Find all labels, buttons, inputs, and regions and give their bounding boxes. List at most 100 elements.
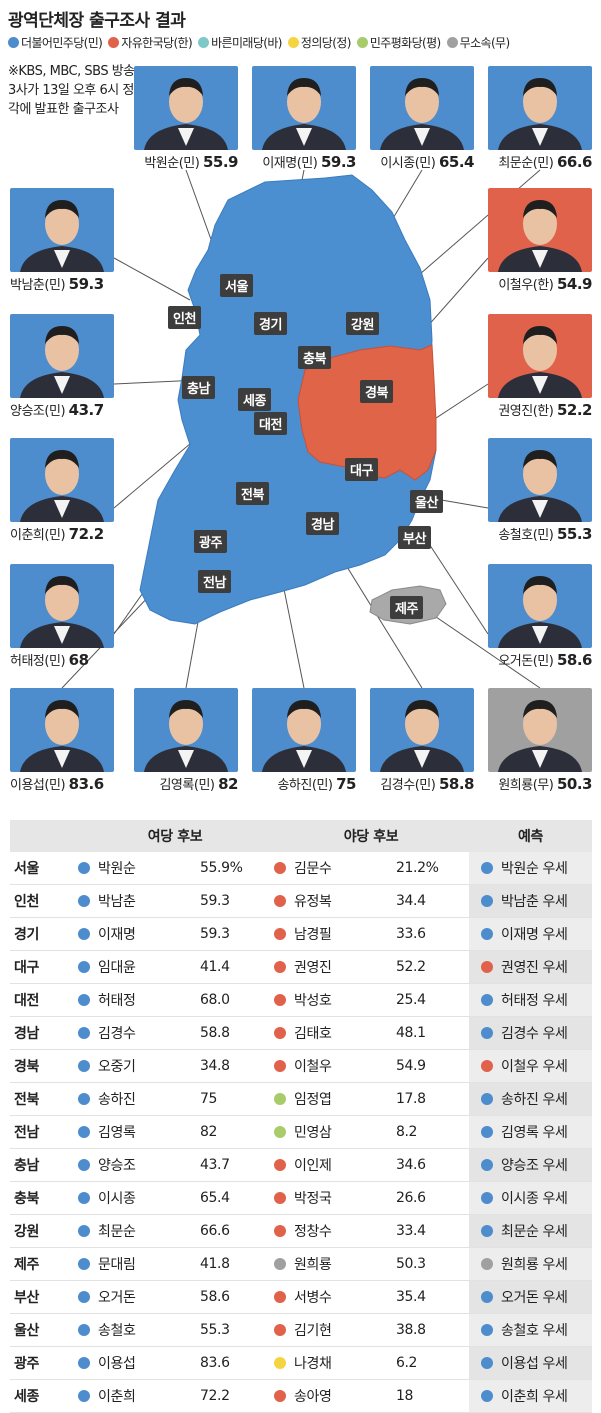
ruling-percent: 72.2 <box>200 1388 230 1404</box>
row-region: 광주 <box>14 1356 39 1372</box>
legend-swatch <box>108 37 120 48</box>
winner-card: 이철우(한) 54.9 <box>488 188 593 293</box>
region-label: 제주 <box>390 596 423 619</box>
candidate-name: 이시종 <box>380 156 415 171</box>
portrait-icon <box>20 700 104 772</box>
ruling-candidate: 임대윤 <box>98 960 136 976</box>
party-marker <box>481 994 493 1006</box>
candidate-photo <box>488 688 592 772</box>
party-marker <box>274 1192 286 1204</box>
candidate-percent: 55.9 <box>202 153 239 171</box>
row-region: 강원 <box>14 1224 39 1240</box>
legend-label: 바른미래당(바) <box>211 36 282 50</box>
legend-swatch <box>8 37 19 48</box>
party-marker <box>481 928 493 940</box>
party-marker <box>78 1225 90 1237</box>
party-marker <box>78 1390 90 1402</box>
candidate-name: 오거돈 <box>498 654 533 669</box>
ruling-candidate: 박남춘 <box>98 894 136 910</box>
prediction: 이재명 우세 <box>501 927 568 943</box>
opposition-percent: 17.8 <box>396 1091 426 1107</box>
row-region: 경남 <box>14 1026 39 1042</box>
candidate-party: 민 <box>48 404 61 419</box>
winner-card: 이시종(민) 65.4 <box>370 66 475 171</box>
region-label: 부산 <box>398 526 431 549</box>
table-row: 충남 양승조 43.7 이인제 34.6 양승조 우세 <box>10 1148 592 1182</box>
opposition-candidate: 서병수 <box>294 1290 332 1306</box>
portrait-icon <box>498 200 582 272</box>
party-marker <box>481 961 493 973</box>
party-marker <box>78 1192 90 1204</box>
portrait-icon <box>498 326 582 398</box>
prediction: 박남춘 우세 <box>501 894 568 910</box>
mainland-blue <box>139 174 437 625</box>
opposition-candidate: 박성호 <box>294 993 332 1009</box>
row-region: 울산 <box>14 1323 39 1339</box>
candidate-caption: 권영진(한) 52.2 <box>498 401 593 419</box>
opposition-percent: 18 <box>396 1388 414 1404</box>
opposition-percent: 54.9 <box>396 1058 426 1074</box>
winner-card: 권영진(한) 52.2 <box>488 314 593 419</box>
opposition-percent: 8.2 <box>396 1124 418 1140</box>
opposition-percent: 33.6 <box>396 926 426 942</box>
candidate-caption: 양승조(민) 43.7 <box>10 401 104 419</box>
candidate-name: 허태정 <box>10 654 45 669</box>
ruling-percent: 55.3 <box>200 1322 230 1338</box>
table-header-row: 여당 후보 야당 후보 예측 <box>10 820 592 852</box>
opposition-candidate: 송아영 <box>294 1389 332 1405</box>
opposition-candidate: 원희룡 <box>294 1257 332 1273</box>
party-marker <box>274 1324 286 1336</box>
legend-swatch <box>356 37 368 48</box>
candidate-name: 원희룡 <box>498 778 533 793</box>
candidate-percent: 52.2 <box>556 401 593 419</box>
candidate-name: 이재명 <box>262 156 297 171</box>
prediction: 이용섭 우세 <box>501 1356 568 1372</box>
candidate-percent: 59.3 <box>320 153 357 171</box>
candidate-name: 이철우 <box>498 278 533 293</box>
gyeongbuk-daegu-red <box>297 344 437 481</box>
opposition-candidate: 권영진 <box>294 960 332 976</box>
ruling-percent: 68.0 <box>200 992 230 1008</box>
candidate-caption: 송철호(민) 55.3 <box>498 525 592 543</box>
region-label: 경남 <box>306 512 339 535</box>
table-row: 대구 임대윤 41.4 권영진 52.2 권영진 우세 <box>10 950 592 984</box>
table-row: 제주 문대림 41.8 원희룡 50.3 원희룡 우세 <box>10 1247 592 1281</box>
portrait-icon <box>262 700 346 772</box>
portrait-icon <box>262 78 346 150</box>
winner-card: 송철호(민) 55.3 <box>488 438 593 543</box>
ruling-candidate: 오거돈 <box>98 1290 136 1306</box>
candidate-name: 권영진 <box>498 404 533 419</box>
portrait-icon <box>144 700 228 772</box>
candidate-party: 한 <box>537 278 549 293</box>
ruling-percent: 82 <box>200 1124 218 1140</box>
ruling-percent: 75 <box>200 1091 218 1107</box>
candidate-caption: 송하진(민) 75 <box>277 775 356 793</box>
region-label: 전남 <box>198 570 231 593</box>
candidate-percent: 58.6 <box>556 651 593 669</box>
leader-line <box>113 257 191 301</box>
party-marker <box>274 862 286 874</box>
row-region: 세종 <box>14 1389 39 1405</box>
candidate-party: 민 <box>537 528 549 543</box>
candidate-caption: 이재명(민) 59.3 <box>262 153 357 171</box>
winner-card: 송하진(민) 75 <box>252 688 356 793</box>
ruling-candidate: 김경수 <box>98 1026 136 1042</box>
table-row: 경북 오중기 34.8 이철우 54.9 이철우 우세 <box>10 1049 592 1083</box>
candidate-photo <box>488 314 592 398</box>
candidate-photo <box>10 564 114 648</box>
candidate-caption: 박남춘(민) 59.3 <box>10 275 104 293</box>
candidate-party: 민 <box>301 156 313 171</box>
candidate-percent: 66.6 <box>556 153 593 171</box>
opposition-percent: 50.3 <box>396 1256 426 1272</box>
region-label: 인천 <box>168 306 201 329</box>
candidate-party: 민 <box>183 156 195 171</box>
table-row: 경기 이재명 59.3 남경필 33.6 이재명 우세 <box>10 917 592 951</box>
table-row: 부산 오거돈 58.6 서병수 35.4 오거돈 우세 <box>10 1280 592 1314</box>
prediction: 송하진 우세 <box>501 1092 568 1108</box>
row-region: 대구 <box>14 960 39 976</box>
winner-card: 이춘희(민) 72.2 <box>10 438 114 543</box>
row-region: 제주 <box>14 1257 39 1273</box>
opposition-candidate: 유정복 <box>294 894 332 910</box>
portrait-icon <box>144 78 228 150</box>
portrait-icon <box>498 576 582 648</box>
